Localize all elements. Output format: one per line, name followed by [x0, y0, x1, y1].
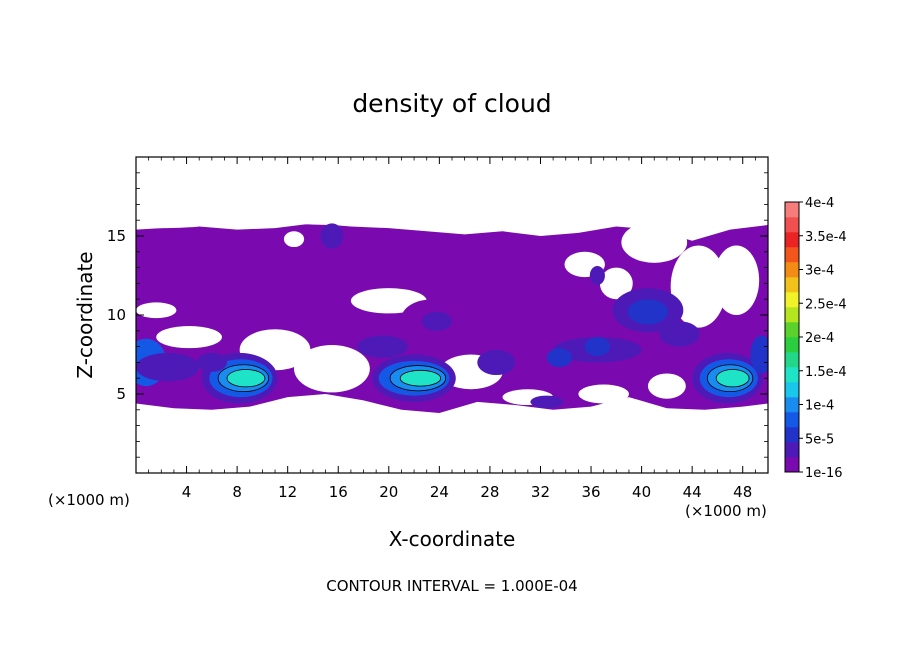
x-axis-ticks: 4 8 12 16 20 24 28 32 36 40 44 48	[148, 157, 756, 501]
cloud-gap	[294, 345, 370, 393]
density-cell	[196, 352, 228, 372]
contour-interval-note: CONTOUR INTERVAL = 1.000E-04	[326, 577, 577, 595]
cloud-gap	[578, 384, 629, 404]
x-unit-right: (×1000 m)	[685, 502, 767, 520]
colorbar-segment	[785, 262, 799, 278]
x-tick-label: 40	[632, 483, 651, 501]
density-cell	[226, 369, 266, 388]
density-cell	[421, 311, 452, 331]
x-tick-label: 12	[278, 483, 297, 501]
y-tick-label: 15	[107, 227, 126, 245]
chart-title: density of cloud	[352, 89, 551, 118]
colorbar-segment	[785, 202, 799, 218]
density-cell	[320, 223, 344, 249]
x-tick-label: 48	[733, 483, 752, 501]
colorbar-segment	[785, 397, 799, 413]
cloud-gap	[670, 245, 727, 328]
colorbar-segment	[785, 412, 799, 428]
colorbar-segment	[785, 292, 799, 308]
colorbar-segment	[785, 367, 799, 383]
x-tick-label: 36	[581, 483, 600, 501]
colorbar-segment	[785, 247, 799, 263]
density-cell	[530, 395, 564, 409]
cloud-gap	[621, 221, 688, 263]
cloud-gap	[275, 215, 402, 225]
density-cell	[454, 259, 488, 298]
density-cell	[477, 349, 516, 376]
colorbar-label: 1e-4	[805, 399, 834, 414]
cloud-gap	[713, 245, 760, 315]
density-cell	[344, 245, 370, 265]
y-axis-ticks: 5 10 15	[107, 172, 768, 458]
x-tick-label: 44	[683, 483, 702, 501]
cloud-gap	[136, 302, 177, 319]
density-cell	[627, 299, 669, 325]
y-axis-label: Z-coordinate	[73, 251, 97, 378]
colorbar-segment	[785, 322, 799, 338]
colorbar-segment	[785, 277, 799, 293]
colorbar-segment	[785, 232, 799, 248]
density-cell	[264, 262, 298, 295]
colorbar-segment	[785, 427, 799, 443]
density-cell	[136, 352, 200, 382]
colorbar	[784, 201, 800, 473]
density-cell	[659, 321, 700, 347]
plot-area	[136, 157, 768, 473]
x-unit-left: (×1000 m)	[48, 491, 130, 509]
colorbar-segment	[785, 457, 799, 473]
colorbar-segment	[785, 307, 799, 323]
density-cell	[750, 335, 768, 374]
x-tick-label: 20	[379, 483, 398, 501]
density-cell	[399, 369, 442, 387]
cloud-gap	[283, 231, 305, 248]
density-cell	[546, 348, 573, 368]
colorbar-segment	[785, 442, 799, 458]
colorbar-label: 5e-5	[805, 432, 834, 447]
colorbar-label: 2.5e-4	[805, 297, 847, 312]
cloud-gap	[136, 218, 212, 229]
x-axis-label: X-coordinate	[389, 527, 516, 551]
density-cell	[357, 335, 408, 358]
density-cell	[715, 369, 750, 388]
x-tick-label: 28	[480, 483, 499, 501]
colorbar-label: 3.5e-4	[805, 230, 847, 245]
density-cell	[584, 337, 610, 357]
y-tick-label: 5	[116, 385, 126, 403]
colorbar-segment	[785, 352, 799, 368]
colorbar-segment	[785, 382, 799, 398]
x-tick-label: 32	[531, 483, 550, 501]
colorbar-labels: 1e-16 5e-5 1e-4 1.5e-4 2e-4 2.5e-4 3e-4 3.5e-4 4…	[799, 196, 847, 481]
colorbar-label: 3e-4	[805, 264, 834, 279]
cloud-gap	[599, 267, 633, 300]
colorbar-label: 1.5e-4	[805, 365, 847, 380]
x-tick-label: 24	[430, 483, 449, 501]
cloud-density-cells	[136, 223, 768, 409]
colorbar-segment	[785, 217, 799, 233]
colorbar-label: 4e-4	[805, 196, 834, 211]
y-tick-label: 10	[107, 306, 126, 324]
density-cell	[589, 266, 605, 285]
x-tick-label: 8	[232, 483, 242, 501]
colorbar-label: 2e-4	[805, 331, 834, 346]
x-tick-label: 4	[182, 483, 192, 501]
colorbar-label: 1e-16	[805, 466, 843, 481]
cloud-gap	[647, 373, 686, 399]
x-tick-label: 16	[329, 483, 348, 501]
cloud-gap	[156, 326, 222, 349]
colorbar-segment	[785, 337, 799, 353]
